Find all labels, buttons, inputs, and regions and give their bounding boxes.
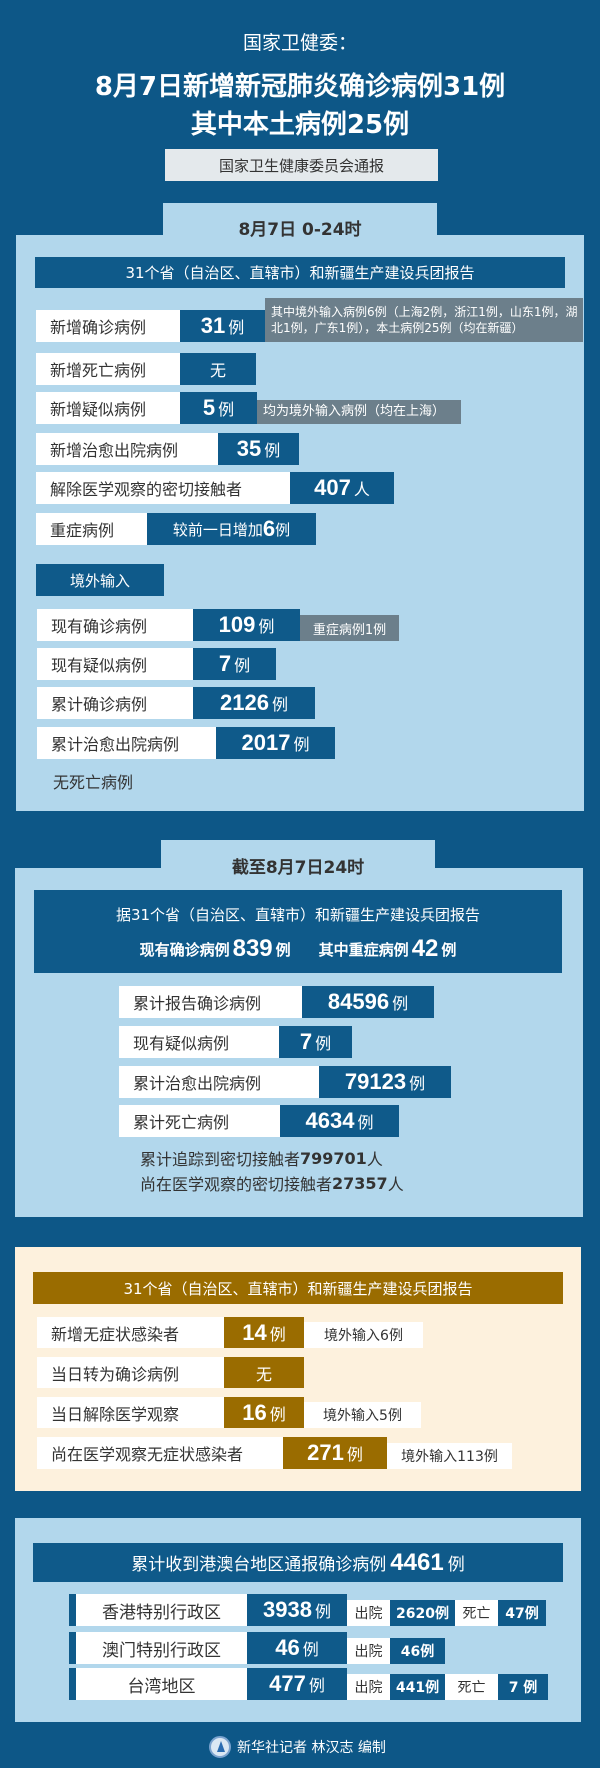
contacts-traced: 累计追踪到密切接触者 799701 人 (140, 1148, 383, 1170)
row-value: 无 (224, 1357, 304, 1388)
row-label: 新增疑似病例 (36, 392, 180, 424)
death-label: 死亡 (445, 1674, 498, 1700)
row-label: 解除医学观察的密切接触者 (36, 472, 290, 504)
row-note: 境外输入6例 (304, 1322, 423, 1348)
row-label: 新增死亡病例 (36, 353, 180, 385)
row-value: 84596 例 (302, 986, 434, 1018)
cumulative-tab-label: 截至8月7日24时 (231, 857, 365, 878)
row-label: 累计确诊病例 (37, 687, 193, 719)
row-label: 现有疑似病例 (119, 1026, 279, 1058)
death-value: 7 例 (498, 1674, 548, 1700)
region-total: 3938 例 (247, 1594, 347, 1626)
row-note: 境外输入5例 (304, 1402, 421, 1428)
row-value: 109 例 (193, 609, 300, 641)
headline-line-2: 其中本土病例25例 (190, 109, 410, 140)
row-marker (69, 1632, 76, 1664)
discharged-label: 出院 (347, 1674, 390, 1700)
row-marker (69, 1594, 76, 1626)
subtitle: 国家卫健委： (242, 31, 357, 54)
row-label: 尚在医学观察无症状感染者 (37, 1437, 283, 1469)
row-note: 均为境外输入病例（均在上海） (257, 400, 461, 424)
row-value: 无 (180, 353, 256, 385)
row-value: 407 人 (290, 472, 394, 504)
discharged-value: 46例 (390, 1638, 445, 1664)
row-value: 2017 例 (216, 727, 335, 759)
discharged-value: 2620例 (390, 1600, 455, 1626)
row-value: 79123 例 (319, 1066, 451, 1098)
row-note: 境外输入113例 (387, 1443, 512, 1469)
daily-banner: 31个省（自治区、直辖市）和新疆生产建设兵团报告 (35, 257, 565, 288)
row-value: 较前一日增加 6 例 (147, 513, 316, 545)
discharged-label: 出院 (347, 1638, 390, 1664)
discharged-label: 出院 (347, 1600, 390, 1626)
row-note: 其中境外输入病例6例（上海2例，浙江1例，山东1例，湖北1例，广东1例），本土病… (265, 298, 583, 342)
row-label: 累计治愈出院病例 (119, 1066, 319, 1098)
death-value: 47例 (498, 1600, 546, 1626)
row-value: 16 例 (224, 1397, 304, 1428)
row-label: 现有确诊病例 (37, 609, 193, 641)
cumulative-banner: 据31个省（自治区、直辖市）和新疆生产建设兵团报告 现有确诊病例 839 例 其中重… (34, 890, 562, 973)
current-cases-line: 现有确诊病例 839 例 其中重症病例 42 例 (139, 935, 457, 962)
daily-tab-label: 8月7日 0-24时 (238, 219, 362, 240)
region-name: 澳门特别行政区 (76, 1632, 247, 1664)
row-label: 累计报告确诊病例 (119, 986, 302, 1018)
row-value: 271 例 (283, 1437, 387, 1469)
region-name: 香港特别行政区 (76, 1594, 247, 1626)
overseas-tab: 境外输入 (36, 564, 164, 596)
row-value: 2126 例 (193, 687, 315, 719)
row-value: 14 例 (224, 1317, 304, 1348)
row-label: 新增治愈出院病例 (36, 433, 218, 465)
region-total: 46 例 (247, 1632, 347, 1664)
row-label: 新增确诊病例 (36, 310, 180, 342)
row-label: 当日解除医学观察 (37, 1397, 224, 1428)
row-value: 35 例 (218, 433, 299, 465)
row-note: 重症病例1例 (300, 615, 399, 641)
row-label: 新增无症状感染者 (37, 1317, 224, 1348)
discharged-value: 441例 (390, 1674, 445, 1700)
row-value: 31 例 (180, 310, 265, 342)
row-value: 4634 例 (280, 1105, 399, 1137)
region-name: 台湾地区 (76, 1668, 247, 1700)
row-label: 现有疑似病例 (37, 648, 193, 680)
asymptomatic-banner: 31个省（自治区、直辖市）和新疆生产建设兵团报告 (33, 1272, 563, 1304)
death-label: 死亡 (455, 1600, 498, 1626)
contacts-observed: 尚在医学观察的密切接触者 27357 人 (140, 1173, 404, 1195)
row-label: 重症病例 (36, 513, 147, 545)
headline-line-1: 8月7日新增新冠肺炎确诊病例31例 (94, 71, 506, 102)
row-label: 当日转为确诊病例 (37, 1357, 224, 1388)
row-label: 累计死亡病例 (119, 1105, 280, 1137)
footer-credit: 新华社记者 林汉志 编制 (237, 1740, 386, 1756)
hmt-banner: 累计收到港澳台地区通报确诊病例 4461 例 (33, 1543, 563, 1582)
region-total: 477 例 (247, 1668, 347, 1700)
cumulative-banner-line: 据31个省（自治区、直辖市）和新疆生产建设兵团报告 (115, 905, 481, 924)
row-marker (69, 1668, 76, 1700)
source-label: 国家卫生健康委员会通报 (165, 149, 438, 181)
no-deaths-note: 无死亡病例 (53, 773, 134, 792)
xinhua-logo-icon (209, 1736, 231, 1758)
row-label: 累计治愈出院病例 (37, 727, 216, 759)
